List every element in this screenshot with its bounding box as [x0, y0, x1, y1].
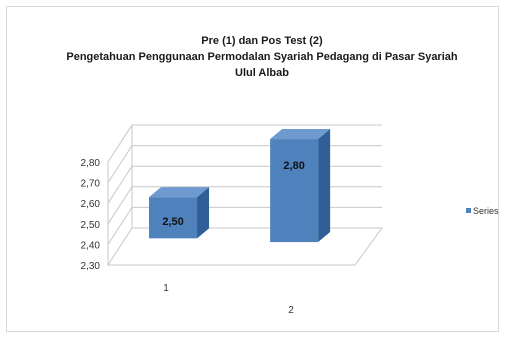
- y-tick-label: 2,50: [81, 220, 101, 231]
- y-tick-label: 2,70: [81, 179, 101, 190]
- gridline-side-2,50: [107, 186, 133, 225]
- y-tick-label: 2,30: [81, 261, 101, 272]
- y-tick-label: 2,60: [81, 199, 101, 210]
- bar-side-2: [318, 129, 331, 243]
- y-tick-label: 2,80: [81, 158, 101, 169]
- bar-top-2: [270, 129, 331, 140]
- bar-side-1: [197, 187, 210, 239]
- legend: Series: [466, 206, 499, 216]
- data-label-2: 2,80: [283, 160, 304, 172]
- y-tick-label: 2,40: [81, 240, 101, 251]
- legend-swatch: [466, 208, 471, 213]
- data-label-1: 2,50: [162, 216, 183, 228]
- bar-top-1: [149, 187, 210, 198]
- plot-area: 2,30 2,40 2,50 2,60 2,70 2,80 2,50 2,80 1 2: [81, 124, 383, 316]
- chart-title-line-1: Pre (1) dan Pos Test (2): [201, 35, 323, 47]
- floor: [107, 227, 383, 266]
- chart-title: Pre (1) dan Pos Test (2) Pengetahuan Pen…: [66, 35, 458, 79]
- chart-frame: [6, 6, 499, 332]
- legend-label: Series: [473, 206, 499, 216]
- x-category-label: 2: [288, 305, 294, 316]
- gridline-side-2,70: [107, 145, 133, 183]
- gridline-side-2,40: [107, 207, 133, 245]
- gridline-side-2,80: [107, 124, 133, 163]
- x-category-label: 1: [163, 283, 169, 294]
- chart-title-line-3: Ulul Albab: [235, 67, 289, 79]
- bar-1: [149, 197, 198, 239]
- gridline-side-2,60: [107, 165, 133, 204]
- bar-2: [270, 139, 319, 243]
- chart-title-line-2: Pengetahuan Penggunaan Permodalan Syaria…: [66, 51, 458, 63]
